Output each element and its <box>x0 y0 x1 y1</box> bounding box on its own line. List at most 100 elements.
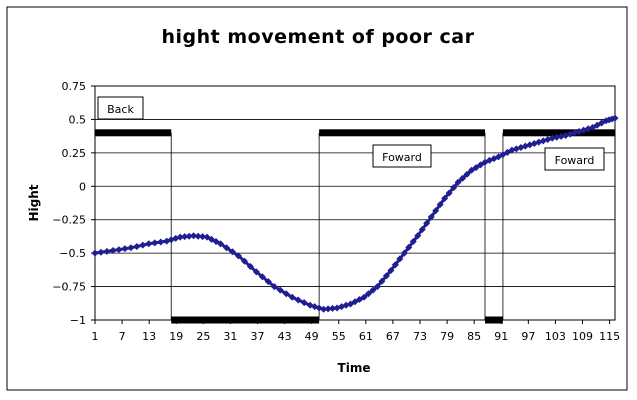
data-point-marker <box>181 233 189 241</box>
data-point-marker <box>194 232 202 240</box>
annotation-forward-2: Foward <box>544 147 605 171</box>
data-point-marker <box>103 247 111 255</box>
x-tick-label: 7 <box>119 330 126 343</box>
data-point-marker <box>151 239 159 247</box>
x-tick-label: 109 <box>572 330 593 343</box>
data-point-marker <box>450 184 458 192</box>
x-tick-label: 73 <box>413 330 427 343</box>
data-point-marker <box>228 248 236 256</box>
data-point-marker <box>190 232 198 240</box>
x-tick-label: 49 <box>305 330 319 343</box>
data-point-marker <box>276 286 284 294</box>
data-point-marker <box>432 207 440 215</box>
data-point-marker <box>320 305 328 313</box>
data-point-marker <box>414 232 422 240</box>
x-tick-label: 91 <box>494 330 508 343</box>
data-point-marker <box>557 132 565 140</box>
data-point-marker <box>288 293 296 301</box>
data-point-marker <box>222 244 230 252</box>
data-point-marker <box>459 174 467 182</box>
gridlines <box>95 119 615 287</box>
y-tick-label: 0 <box>79 180 86 193</box>
annotation-forward-2-label: Foward <box>555 154 595 167</box>
annotation-forward-1-label: Foward <box>382 151 422 164</box>
data-point-marker <box>294 296 302 304</box>
data-point-marker <box>391 261 399 269</box>
direction-bar <box>502 129 615 137</box>
y-tick-label: −1 <box>70 314 86 327</box>
data-point-marker <box>396 255 404 263</box>
data-point-marker <box>369 286 377 294</box>
data-point-marker <box>436 201 444 209</box>
data-point-marker <box>282 290 290 298</box>
data-point-marker <box>115 246 123 254</box>
data-point-marker <box>454 178 462 186</box>
data-point-marker <box>378 277 386 285</box>
data-point-marker <box>217 240 225 248</box>
data-point-marker <box>553 133 561 141</box>
x-tick-label: 37 <box>251 330 265 343</box>
annotation-forward-1: Foward <box>372 144 432 168</box>
x-tick-label: 25 <box>196 330 210 343</box>
data-point-marker <box>246 263 254 271</box>
direction-bar <box>485 316 503 324</box>
data-point-marker <box>418 226 426 234</box>
data-point-marker <box>409 238 417 246</box>
data-point-marker <box>387 267 395 275</box>
x-tick-label: 85 <box>467 330 481 343</box>
data-point-marker <box>145 240 153 248</box>
y-tick-label: −0.75 <box>52 281 86 294</box>
data-point-marker <box>405 243 413 251</box>
data-point-marker <box>139 241 147 249</box>
data-point-marker <box>185 232 193 240</box>
data-point-marker <box>548 134 556 142</box>
data-point-marker <box>445 189 453 197</box>
data-point-marker <box>441 194 449 202</box>
data-point-marker <box>463 170 471 178</box>
y-axis: 0.75 0.5 0.25 0 −0.25 −0.5 −0.75 −1 <box>52 80 95 327</box>
data-point-marker <box>360 293 368 301</box>
x-tick-label: 31 <box>223 330 237 343</box>
data-point-marker <box>329 304 337 312</box>
data-point-marker <box>176 233 184 241</box>
y-tick-label: −0.5 <box>59 247 86 260</box>
data-point-marker <box>133 242 141 250</box>
data-point-marker <box>324 305 332 313</box>
direction-bars <box>95 129 615 324</box>
x-tick-label: 67 <box>386 330 400 343</box>
data-point-marker <box>468 166 476 174</box>
data-point-marker <box>109 246 117 254</box>
data-point-marker <box>234 252 242 260</box>
x-tick-label: 97 <box>521 330 535 343</box>
x-tick-label: 61 <box>359 330 373 343</box>
annotation-back-label: Back <box>107 103 134 116</box>
data-point-marker <box>157 238 165 246</box>
x-axis: 1 7 13 19 25 31 37 43 49 55 61 67 73 79 85 91 97 103 109 11… <box>92 320 620 343</box>
x-tick-label: 43 <box>278 330 292 343</box>
data-point-marker <box>127 244 135 252</box>
data-point-marker <box>472 164 480 172</box>
data-point-marker <box>97 248 105 256</box>
chart-area-border <box>6 6 628 391</box>
data-point-marker <box>258 273 266 281</box>
data-point-marker <box>382 272 390 280</box>
data-point-marker <box>611 114 619 122</box>
x-tick-label: 13 <box>142 330 156 343</box>
x-axis-title: Time <box>338 361 371 375</box>
chart-title: hight movement of poor car <box>162 26 475 48</box>
data-point-marker <box>91 249 99 257</box>
x-tick-label: 19 <box>169 330 183 343</box>
data-point-marker <box>427 213 435 221</box>
y-tick-label: 0.5 <box>69 113 87 126</box>
data-point-marker <box>477 161 485 169</box>
series-layer <box>91 114 619 313</box>
data-point-marker <box>400 249 408 257</box>
x-tick-label: 79 <box>440 330 454 343</box>
data-point-marker <box>373 283 381 291</box>
data-point-marker <box>252 268 260 276</box>
y-tick-label: 0.75 <box>62 80 87 93</box>
x-tick-label: 1 <box>92 330 99 343</box>
x-tick-label: 103 <box>545 330 566 343</box>
data-point-marker <box>270 283 278 291</box>
